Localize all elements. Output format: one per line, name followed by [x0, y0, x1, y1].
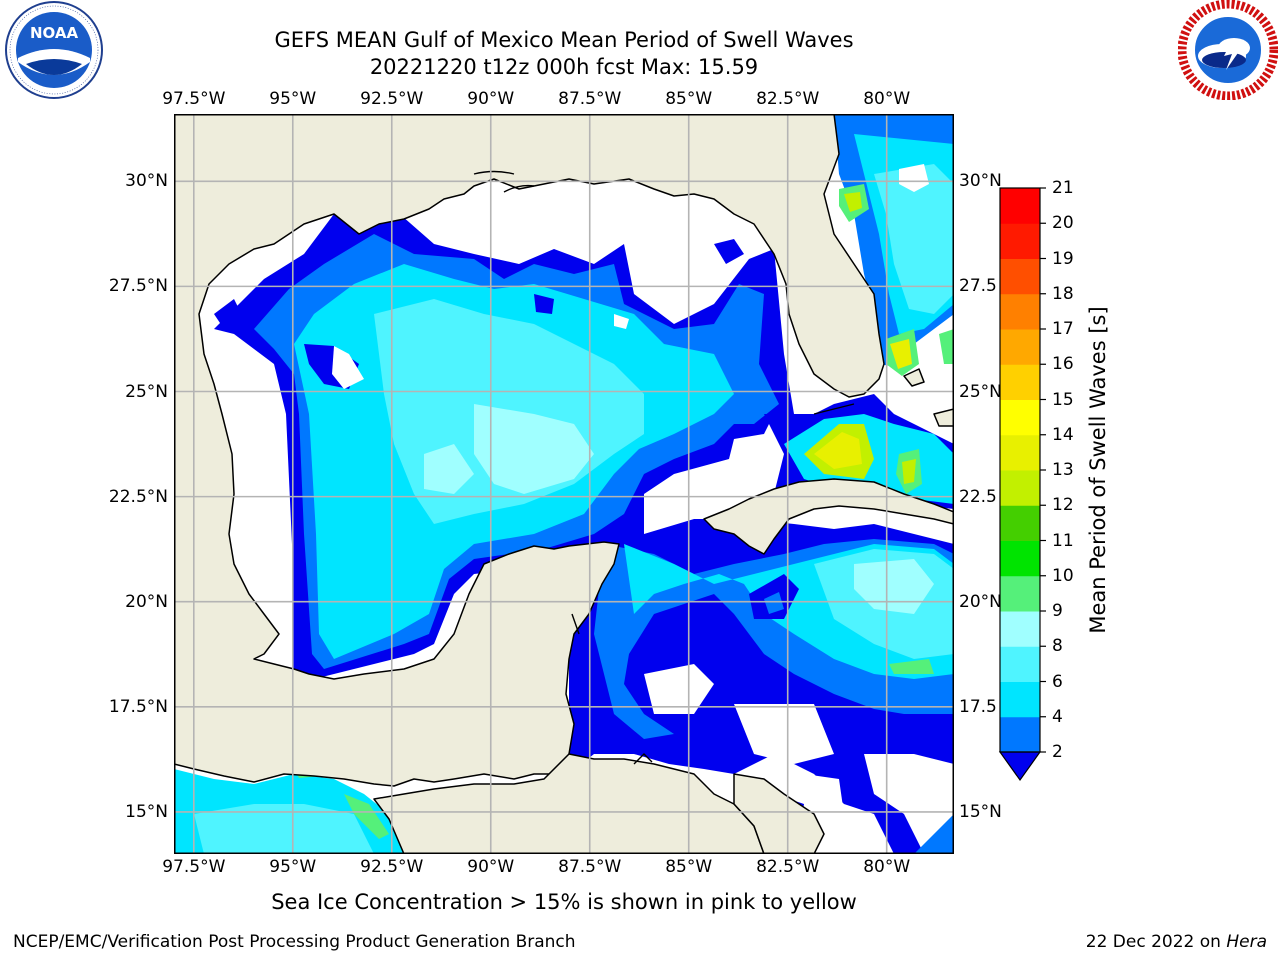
lat-tick-left: 20°N	[125, 591, 168, 612]
lon-tick-bottom: 82.5°W	[756, 857, 820, 877]
colorbar-segment	[1000, 188, 1040, 224]
colorbar-segment	[1000, 258, 1040, 295]
sea-ice-note: Sea Ice Concentration > 15% is shown in …	[271, 890, 857, 914]
colorbar-tick-label: 17	[1052, 319, 1074, 339]
lat-tick-right: 25°N	[959, 381, 1002, 402]
colorbar-segment	[1000, 434, 1040, 471]
colorbar-segment	[1000, 470, 1040, 506]
lon-tick-bottom: 95°W	[269, 857, 317, 877]
colorbar-segment	[1000, 716, 1040, 753]
noaa-logo-icon: NOAA	[5, 1, 103, 99]
map-title: GEFS MEAN Gulf of Mexico Mean Period of …	[274, 28, 854, 52]
colorbar-tick-label: 14	[1052, 424, 1074, 445]
colorbar-segment	[1000, 293, 1040, 330]
colorbar-tick-label: 15	[1052, 389, 1074, 410]
nws-logo-icon	[1178, 0, 1278, 100]
colorbar-tick-label: 19	[1052, 248, 1074, 269]
colorbar-title: Mean Period of Swell Waves [s]	[1086, 306, 1110, 634]
land-cuba	[703, 478, 954, 555]
swell-field-gulf	[214, 209, 794, 679]
lon-tick-top: 87.5°W	[558, 89, 622, 109]
colorbar-tick-label: 13	[1052, 460, 1074, 480]
lon-tick-top: 90°W	[467, 89, 515, 109]
lat-tick-left: 15°N	[125, 801, 168, 822]
swell-field-caribbean	[569, 519, 954, 854]
lon-tick-bottom: 92.5°W	[360, 857, 424, 877]
colorbar-tick-label: 9	[1052, 601, 1063, 621]
land-central-america	[373, 753, 765, 854]
lon-tick-bottom: 97.5°W	[162, 857, 226, 877]
lon-tick-bottom: 90°W	[467, 857, 515, 877]
colorbar-tick-label: 20	[1052, 213, 1074, 234]
colorbar-tick-label: 21	[1052, 178, 1074, 198]
colorbar-tick-label: 16	[1052, 354, 1074, 375]
lat-tick-right: 15°N	[959, 801, 1002, 822]
lat-tick-right: 27.5	[959, 276, 997, 297]
colorbar-extend-min	[998, 751, 1042, 782]
colorbar-segment	[1000, 646, 1040, 682]
footer-host: Hera	[1226, 932, 1267, 952]
colorbar-tick-label: 2	[1052, 742, 1063, 762]
lon-tick-bottom: 80°W	[863, 857, 911, 877]
lon-tick-top: 97.5°W	[162, 89, 226, 109]
lat-tick-left: 22.5°N	[108, 486, 168, 507]
colorbar-segment	[1000, 364, 1040, 400]
colorbar-segment	[1000, 575, 1040, 612]
lat-tick-left: 25°N	[125, 381, 168, 402]
lat-tick-right: 20°N	[959, 591, 1002, 612]
lat-tick-right: 30°N	[959, 171, 1002, 192]
lat-tick-right: 22.5	[959, 486, 997, 507]
map-subtitle: 20221220 t12z 000h fcst Max: 15.59	[369, 55, 759, 79]
colorbar-tick-label: 11	[1052, 530, 1074, 551]
colorbar-tick-label: 4	[1052, 706, 1063, 727]
colorbar-tick-label: 12	[1052, 495, 1074, 516]
svg-text:NOAA: NOAA	[30, 24, 79, 42]
florida-keys	[813, 403, 855, 415]
footer-date-text: 22 Dec 2022 on	[1085, 932, 1221, 952]
gridlines	[174, 114, 954, 854]
lat-tick-left: 30°N	[125, 171, 168, 192]
footer-credit: NCEP/EMC/Verification Post Processing Pr…	[13, 932, 576, 952]
colorbar-segment	[1000, 223, 1040, 259]
lon-tick-top: 85°W	[665, 89, 713, 109]
colorbar-tick-label: 18	[1052, 283, 1074, 304]
colorbar-segment	[1000, 399, 1040, 436]
swell-field-atlantic	[834, 114, 954, 376]
lon-tick-top: 95°W	[269, 89, 317, 109]
swell-period-map	[174, 114, 954, 854]
lon-tick-bottom: 87.5°W	[558, 857, 622, 877]
lat-tick-left: 17.5°N	[108, 696, 168, 717]
colorbar-segment	[1000, 329, 1040, 365]
colorbar-segment	[1000, 540, 1040, 577]
map-frame	[174, 114, 954, 854]
lon-tick-top: 82.5°W	[756, 89, 820, 109]
colorbar-tick-label: 8	[1052, 636, 1063, 657]
lon-tick-bottom: 85°W	[665, 857, 713, 877]
footer-date: 22 Dec 2022 on Hera	[1086, 932, 1267, 952]
colorbar-tick-label: 10	[1052, 565, 1074, 586]
lat-tick-left: 27.5°N	[108, 276, 168, 297]
colorbar-segment	[1000, 505, 1040, 541]
colorbar-segment	[1000, 681, 1040, 718]
lon-tick-top: 80°W	[863, 89, 911, 109]
colorbar-segment	[1000, 611, 1040, 647]
colorbar-tick-label: 6	[1052, 671, 1063, 692]
colorbar	[998, 187, 1046, 782]
lat-tick-right: 17.5	[959, 696, 997, 717]
lon-tick-top: 92.5°W	[360, 89, 424, 109]
